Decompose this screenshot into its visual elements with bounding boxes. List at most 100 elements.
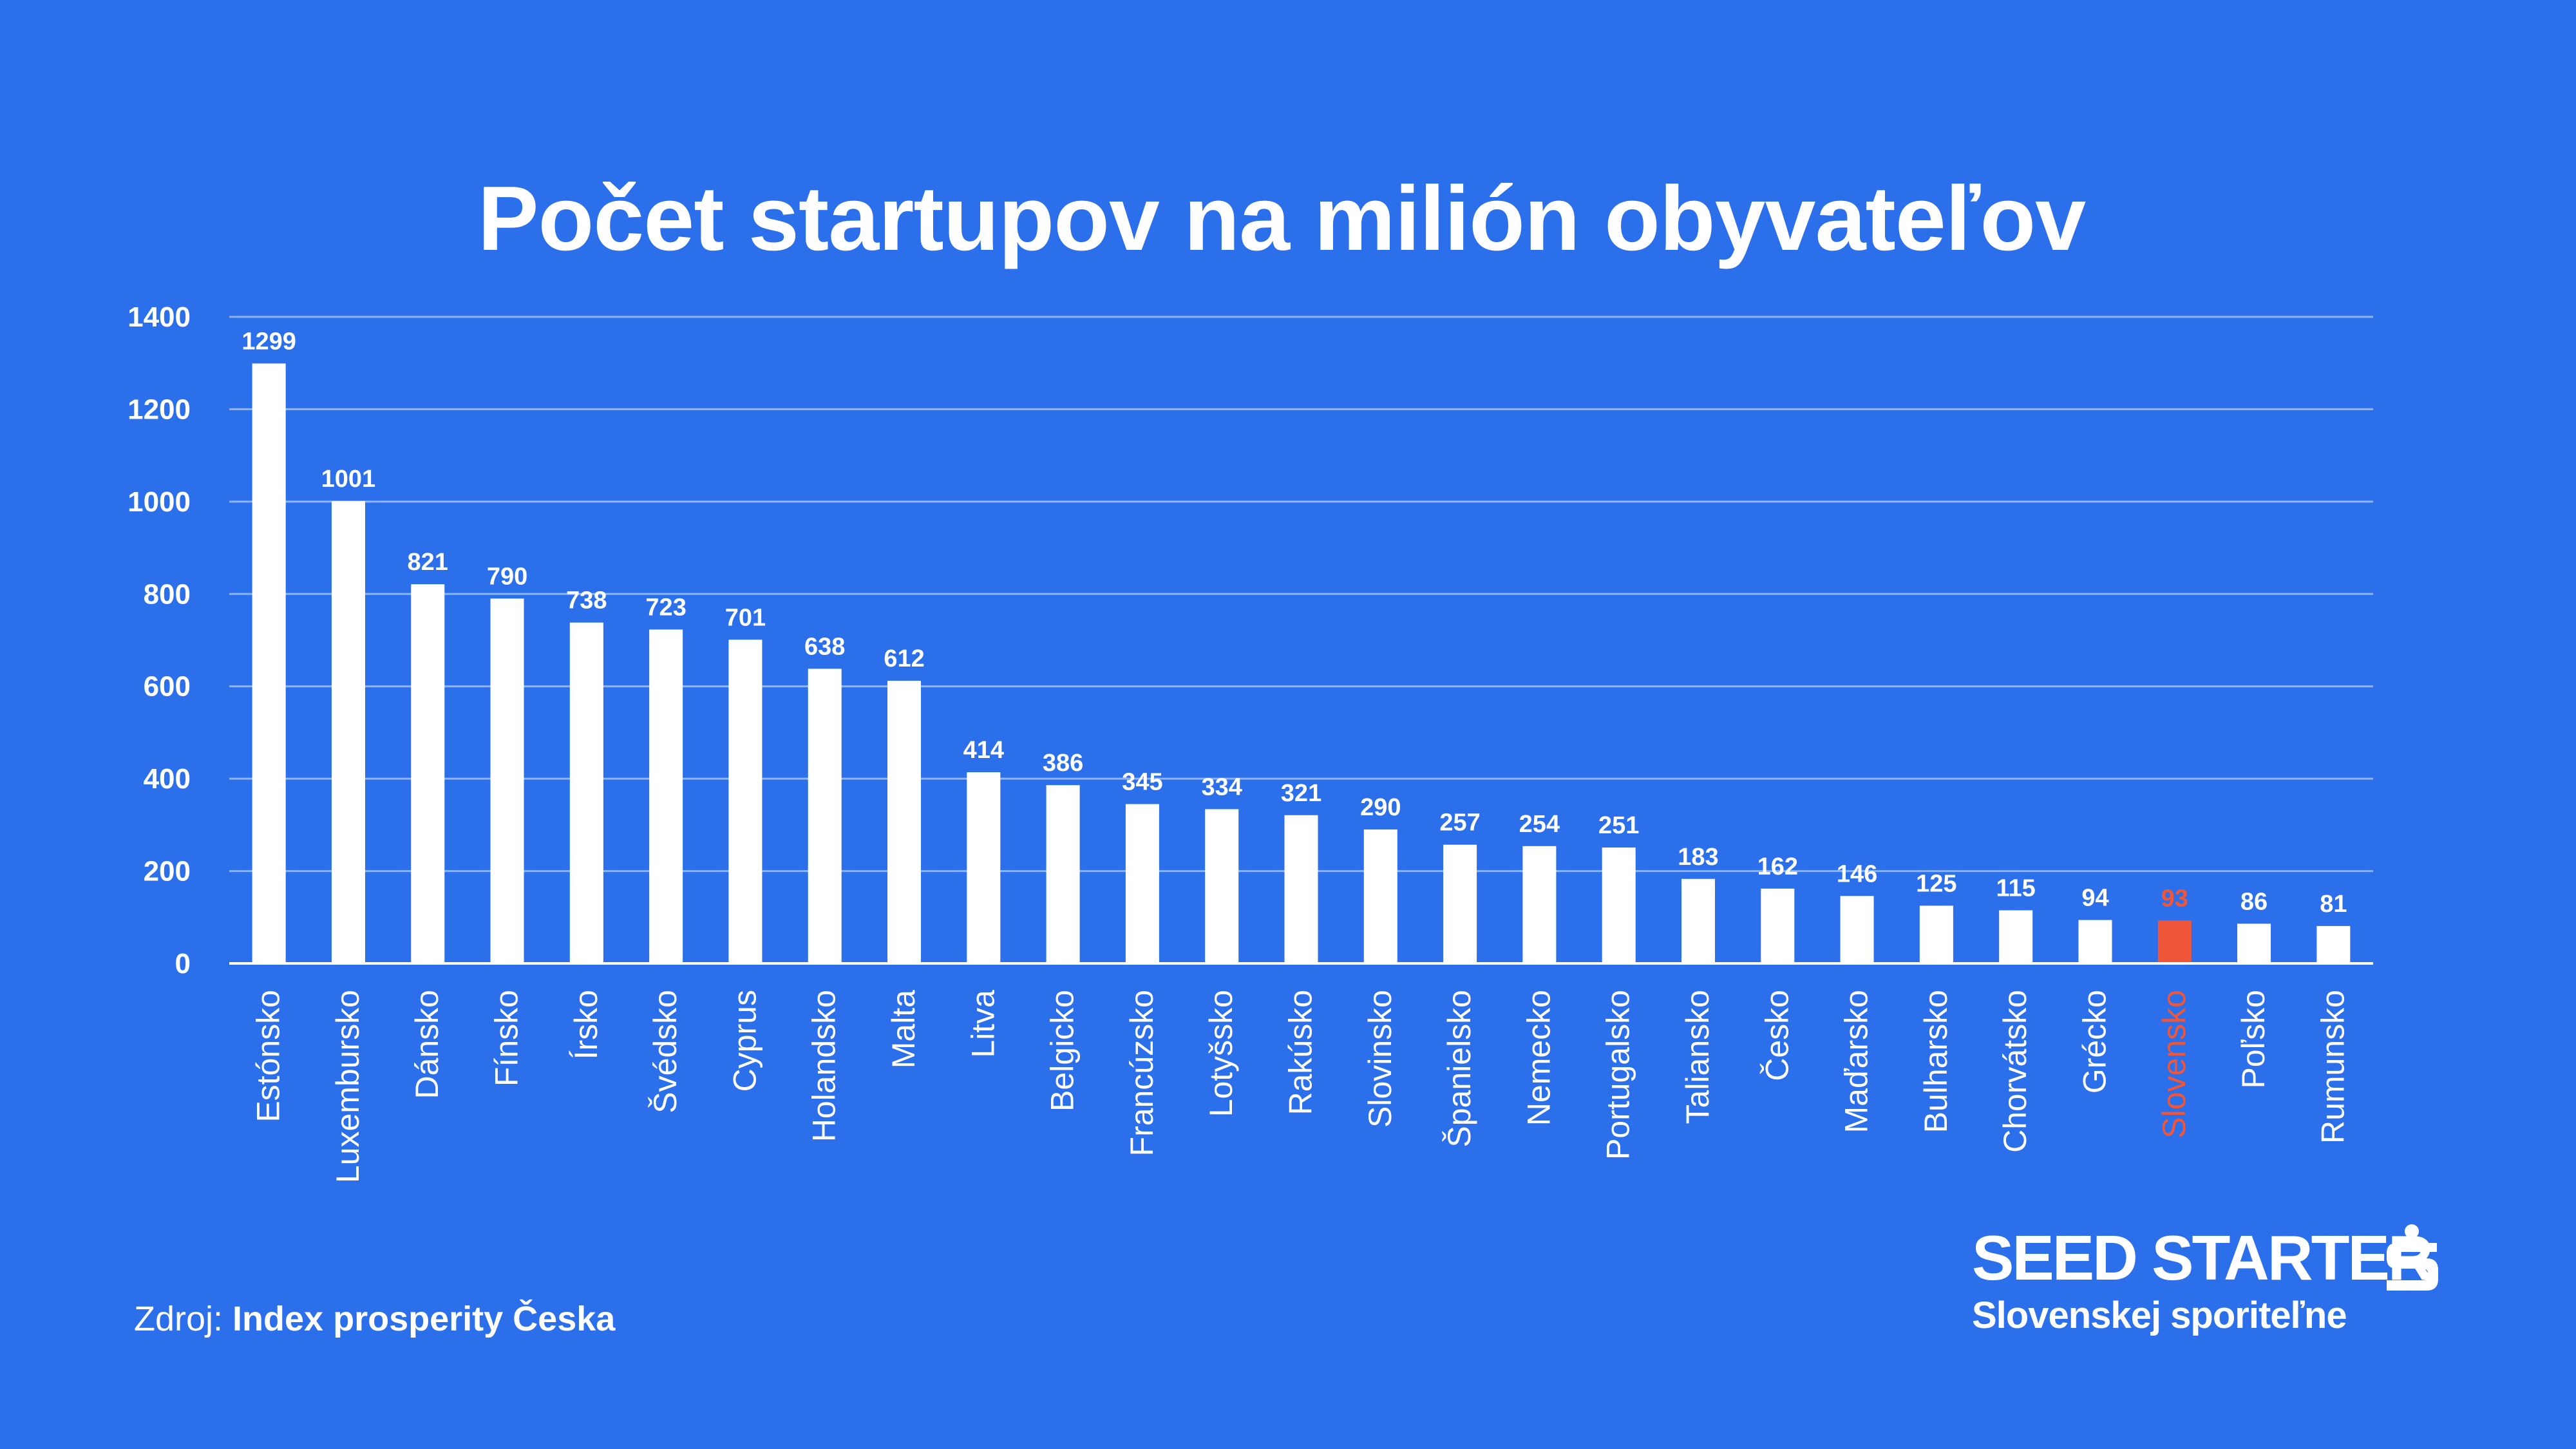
category-label: Maďarsko — [1839, 990, 1875, 1133]
bar — [1681, 878, 1715, 963]
value-labels: 1299 1001 821 790 738 723 701 638 612 414 386 345 33… — [242, 328, 2347, 917]
bar — [1205, 809, 1239, 963]
category-label: Nemecko — [1520, 990, 1557, 1126]
value-label: 254 — [1519, 811, 1560, 838]
category-label: Lotyšsko — [1203, 990, 1239, 1117]
value-label: 81 — [2320, 891, 2347, 918]
bar — [1522, 846, 1557, 963]
category-label: Luxembursko — [330, 990, 366, 1183]
y-tick-label: 200 — [144, 856, 191, 887]
value-label: 125 — [1916, 870, 1956, 897]
value-label: 612 — [884, 645, 924, 672]
bar — [490, 598, 524, 963]
category-label: Francúzsko — [1124, 990, 1160, 1156]
value-label: 1001 — [321, 466, 376, 493]
category-label: Poľsko — [2235, 990, 2271, 1089]
category-label: Portugalsko — [1600, 990, 1636, 1160]
bar — [728, 639, 762, 963]
bar — [1363, 829, 1397, 963]
category-label: Chorvátsko — [1997, 990, 2033, 1153]
category-label: Cyprus — [726, 990, 762, 1092]
value-label: 723 — [645, 594, 686, 621]
source-prefix: Zdroj: — [134, 1300, 233, 1338]
y-tick-label: 1200 — [128, 393, 191, 425]
bar — [887, 681, 922, 963]
bar — [1284, 815, 1318, 963]
x-axis-labels: Estónsko Luxembursko Dánsko Fínsko Írsko Švéd… — [251, 990, 2351, 1183]
value-label: 257 — [1439, 810, 1480, 837]
bar — [2078, 920, 2112, 963]
value-label: 115 — [1996, 875, 2036, 902]
y-tick-label: 0 — [175, 948, 191, 980]
source-name: Index prosperity Česka — [232, 1300, 616, 1338]
bars — [252, 363, 2351, 963]
y-tick-label: 400 — [144, 763, 191, 795]
value-label: 86 — [2240, 888, 2268, 915]
value-label: 183 — [1678, 844, 1718, 871]
value-label: 94 — [2081, 885, 2108, 912]
value-label: 146 — [1837, 860, 1877, 887]
y-tick-label: 1400 — [128, 301, 191, 333]
category-label: Belgicko — [1045, 990, 1081, 1112]
bar — [1761, 888, 1795, 963]
category-label: Slovinsko — [1362, 990, 1398, 1128]
category-label: Rakúsko — [1283, 990, 1319, 1115]
chart-title: Počet startupov na milión obyvateľov — [477, 167, 2086, 270]
bar — [411, 584, 445, 963]
bar — [252, 363, 286, 963]
category-label: Írsko — [568, 990, 604, 1059]
y-axis-ticks: 0 200 400 600 800 1000 1200 1400 — [128, 301, 191, 980]
bar — [1919, 905, 1953, 963]
category-label: Fínsko — [489, 990, 525, 1086]
category-label: Taliansko — [1680, 990, 1716, 1124]
brand-name: SEED STARTER — [1972, 1222, 2434, 1293]
category-label: Litva — [965, 990, 1001, 1058]
value-label: 821 — [408, 549, 448, 576]
value-label: 414 — [963, 737, 1004, 764]
bar — [967, 772, 1001, 963]
value-label: 638 — [804, 633, 845, 660]
category-label: Bulharsko — [1918, 990, 1954, 1133]
value-label: 345 — [1122, 769, 1162, 796]
y-tick-label: 1000 — [128, 486, 191, 518]
category-label: Dánsko — [409, 990, 445, 1099]
category-label: Rumunsko — [2315, 990, 2351, 1144]
source-note: Zdroj: Index prosperity Česka — [134, 1296, 615, 1341]
bar — [1999, 910, 2033, 963]
value-label: 701 — [725, 604, 766, 631]
sporitelna-s-logo-icon — [2387, 1224, 2438, 1291]
y-tick-label: 800 — [144, 578, 191, 610]
bar — [1125, 804, 1159, 963]
category-label: Česko — [1759, 990, 1795, 1081]
bar — [649, 629, 683, 963]
bar — [2316, 925, 2351, 963]
value-label: 93 — [2161, 885, 2188, 912]
value-label: 334 — [1202, 773, 1242, 800]
category-label: Malta — [886, 990, 922, 1068]
category-label: Španielsko — [1441, 990, 1477, 1148]
bar — [569, 622, 603, 963]
bar — [1443, 844, 1477, 963]
value-label: 251 — [1598, 812, 1639, 839]
value-label: 790 — [487, 563, 527, 590]
bar — [808, 668, 842, 963]
bar — [331, 501, 365, 963]
brand-subtitle: Slovenskej sporiteľne — [1972, 1294, 2347, 1336]
value-label: 386 — [1043, 750, 1083, 777]
bar — [1046, 785, 1080, 963]
brand-block: SEED STARTER Slovenskej sporiteľne — [1972, 1222, 2434, 1338]
bar — [1602, 847, 1636, 963]
value-label: 290 — [1360, 794, 1401, 821]
bar — [2157, 920, 2192, 963]
category-label: Švédsko — [647, 990, 683, 1113]
value-label: 162 — [1757, 853, 1798, 880]
value-label: 321 — [1281, 780, 1321, 807]
bar — [1840, 896, 1874, 963]
category-label: Grécko — [2076, 990, 2112, 1094]
value-label: 738 — [566, 587, 607, 614]
category-label: Slovensko — [2156, 990, 2192, 1139]
category-label: Estónsko — [251, 990, 287, 1122]
value-label: 1299 — [242, 328, 296, 355]
category-label: Holandsko — [806, 990, 842, 1142]
